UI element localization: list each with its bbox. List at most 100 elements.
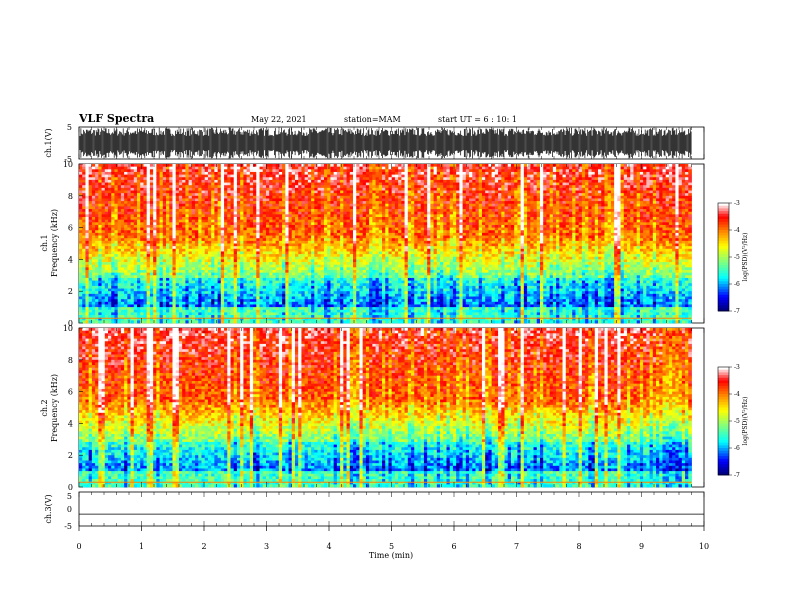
spectrogram-cell [305, 188, 309, 191]
spectrogram-cell [324, 167, 328, 170]
spectrogram-cell [279, 307, 283, 310]
spectrogram-cell [231, 225, 235, 228]
spectrogram-cell [243, 196, 247, 199]
spectrogram-cell [95, 236, 99, 239]
spectrogram-cell [134, 304, 138, 307]
spectrogram-cell [231, 212, 235, 215]
spectrogram-cell [79, 246, 83, 249]
spectrogram-cell [156, 164, 160, 167]
spectrogram-cell [189, 225, 193, 228]
spectrogram-cell [314, 188, 318, 191]
spectrogram-cell [131, 188, 135, 191]
spectrogram-cell [105, 188, 109, 191]
spectrogram-cell [324, 230, 328, 233]
spectrogram-cell [301, 230, 305, 233]
spectrogram-cell [195, 183, 199, 186]
spectrogram-cell [221, 291, 225, 294]
spectrogram-cell [237, 304, 241, 307]
spectrogram-cell [266, 206, 270, 209]
spectrogram-cell [311, 286, 315, 289]
spectrogram-cell [208, 228, 212, 231]
spectrogram-cell [205, 291, 209, 294]
spectrogram-cell [237, 230, 241, 233]
spectrogram-cell [131, 315, 135, 318]
spectrogram-cell [266, 297, 270, 300]
spectrogram-cell [208, 206, 212, 209]
spectrogram-cell [227, 228, 231, 231]
spectrogram-cell [301, 222, 305, 225]
spectrogram-cell [237, 222, 241, 225]
spectrogram-cell [82, 180, 86, 183]
spectrogram-cell [192, 291, 196, 294]
spectrogram-cell [195, 270, 199, 273]
spectrogram-cell [92, 294, 96, 297]
spectrogram-cell [218, 246, 222, 249]
spectrogram-cell [140, 230, 144, 233]
spectrogram-cell [111, 193, 115, 196]
spectrogram-cell [250, 172, 254, 175]
spectrogram-cell [98, 259, 102, 262]
spectrogram-cell [172, 177, 176, 180]
spectrogram-cell [114, 204, 118, 207]
spectrogram-cell [211, 299, 215, 302]
spectrogram-cell [311, 270, 315, 273]
spectrogram-cell [224, 273, 228, 276]
spectrogram-cell [176, 278, 180, 281]
spectrogram-cell [169, 249, 173, 252]
spectrogram-cell [301, 214, 305, 217]
spectrogram-cell [311, 294, 315, 297]
spectrogram-cell [260, 244, 264, 247]
spectrogram-cell [169, 273, 173, 276]
spectrogram-cell [234, 267, 238, 270]
spectrogram-cell [134, 259, 138, 262]
spectrogram-cell [279, 289, 283, 292]
spectrogram-cell [221, 196, 225, 199]
spectrogram-cell [85, 228, 89, 231]
spectrogram-cell [324, 241, 328, 244]
spectrogram-cell [337, 169, 341, 172]
spectrogram-cell [314, 291, 318, 294]
spectrogram-cell [237, 291, 241, 294]
spectrogram-cell [205, 238, 209, 241]
spectrogram-cell [334, 315, 338, 318]
spectrogram-cell [127, 175, 131, 178]
spectrogram-cell [227, 291, 231, 294]
spectrogram-cell [285, 222, 289, 225]
spectrogram-cell [208, 310, 212, 313]
spectrogram-cell [340, 297, 344, 300]
spectrogram-cell [334, 283, 338, 286]
spectrogram-cell [211, 201, 215, 204]
spectrogram-cell [85, 289, 89, 292]
spectrogram-cell [189, 206, 193, 209]
spectrogram-cell [263, 198, 267, 201]
spectrogram-cell [150, 177, 154, 180]
spectrogram-cell [121, 302, 125, 305]
spectrogram-cell [179, 188, 183, 191]
spectrogram-cell [256, 259, 260, 262]
spectrogram-cell [318, 196, 322, 199]
spectrogram-cell [269, 249, 273, 252]
spectrogram-cell [89, 270, 93, 273]
spectrogram-cell [79, 275, 83, 278]
spectrogram-cell [160, 185, 164, 188]
spectrogram-cell [118, 281, 122, 284]
spectrogram-cell [330, 233, 334, 236]
spectrogram-cell [298, 196, 302, 199]
spectrogram-cell [205, 251, 209, 254]
spectrogram-cell [272, 164, 276, 167]
spectrogram-cell [253, 230, 257, 233]
spectrogram-cell [253, 259, 257, 262]
spectrogram-cell [85, 251, 89, 254]
spectrogram-cell [205, 246, 209, 249]
spectrogram-cell [192, 275, 196, 278]
spectrogram-cell [105, 183, 109, 186]
spectrogram-cell [127, 241, 131, 244]
spectrogram-cell [295, 315, 299, 318]
spectrogram-cell [137, 246, 141, 249]
spectrogram-cell [134, 183, 138, 186]
spectrogram-cell [260, 304, 264, 307]
spectrogram-cell [298, 191, 302, 194]
spectrogram-cell [247, 267, 251, 270]
spectrogram-cell [243, 233, 247, 236]
spectrogram-cell [89, 172, 93, 175]
